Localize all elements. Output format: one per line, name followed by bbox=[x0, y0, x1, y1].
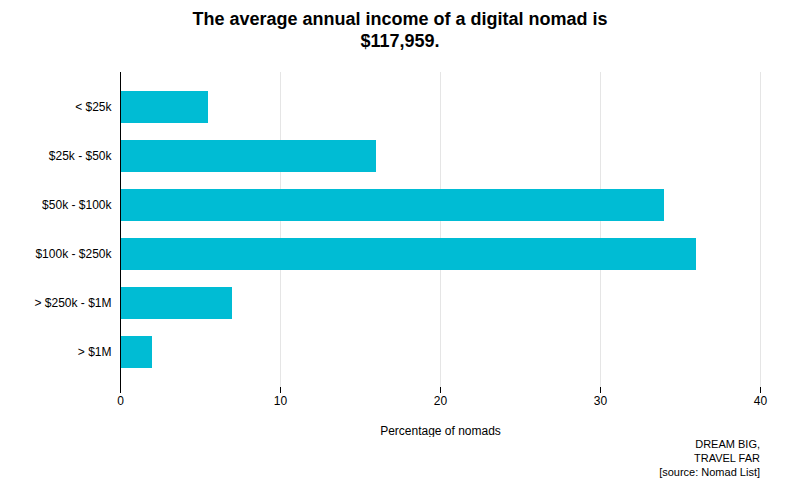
svg-text:$50k - $100k: $50k - $100k bbox=[42, 198, 112, 212]
svg-text:< $25k: < $25k bbox=[75, 100, 112, 114]
svg-text:20: 20 bbox=[434, 394, 448, 408]
html-text:$117,959.: $117,959. bbox=[360, 31, 440, 51]
svg-text:> $250k - $1M: > $250k - $1M bbox=[34, 296, 111, 310]
html-text:DREAM BIG,: DREAM BIG, bbox=[695, 438, 760, 450]
svg-text:10: 10 bbox=[274, 394, 288, 408]
html-text:TRAVEL FAR: TRAVEL FAR bbox=[694, 452, 760, 464]
svg-text:40: 40 bbox=[754, 394, 768, 408]
svg-text:Percentage of nomads: Percentage of nomads bbox=[380, 424, 501, 438]
svg-text:30: 30 bbox=[594, 394, 608, 408]
html-text:[source: Nomad List]: [source: Nomad List] bbox=[659, 466, 760, 478]
svg-text:$25k - $50k: $25k - $50k bbox=[49, 149, 113, 163]
svg-text:0: 0 bbox=[117, 394, 124, 408]
svg-text:$100k - $250k: $100k - $250k bbox=[35, 247, 112, 261]
html-text:The average annual income of a: The average annual income of a digital n… bbox=[192, 9, 608, 29]
svg-text:> $1M: > $1M bbox=[78, 345, 112, 359]
